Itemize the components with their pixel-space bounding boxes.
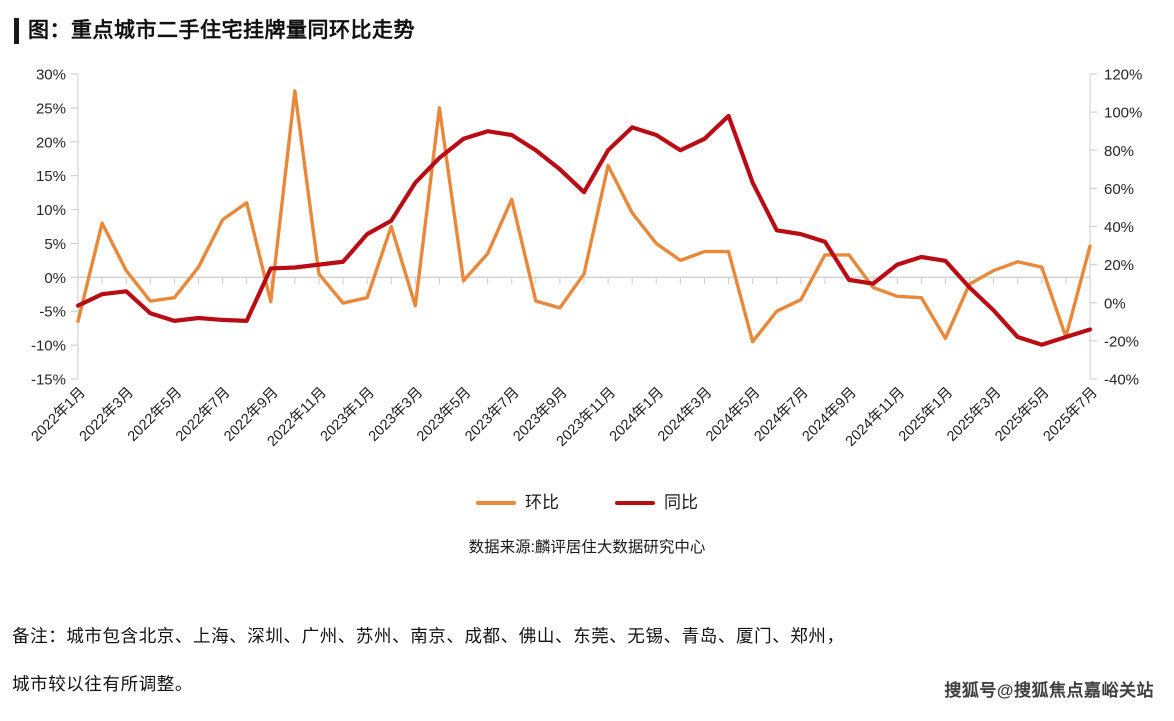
y-axis-right-tick-label: 100% (1104, 105, 1142, 122)
watermark: 搜狐号@搜狐焦点嘉峪关站 (944, 681, 1154, 700)
legend-label-huanbi: 环比 (525, 493, 559, 512)
footnote-line-1: 备注：城市包含北京、上海、深圳、广州、苏州、南京、成都、佛山、东莞、无锡、青岛、… (12, 626, 845, 646)
title-text: 图：重点城市二手住宅挂牌量同环比走势 (28, 19, 415, 42)
y-axis-right-tick-label: 20% (1104, 257, 1134, 274)
legend-item-huanbi: 环比 (476, 494, 559, 512)
footnote-line-2: 城市较以往有所调整。 (12, 674, 193, 694)
y-axis-right-tick-label: 0% (1104, 295, 1126, 312)
y-axis-left-tick-label: -15% (31, 372, 66, 389)
legend-swatch-tongbi (615, 501, 655, 505)
y-axis-right-tick-label: 120% (1104, 67, 1142, 84)
chart-legend: 环比 同比 (0, 494, 1174, 512)
y-axis-left-tick-label: 15% (36, 168, 66, 185)
source-note: 数据来源:麟评居住大数据研究中心 (468, 539, 706, 556)
y-axis-left-tick-label: 0% (44, 270, 66, 287)
y-axis-right-tick-label: 60% (1104, 181, 1134, 198)
y-axis-left-tick-label: 5% (44, 236, 66, 253)
y-axis-right-tick-label: -40% (1104, 372, 1139, 389)
y-axis-right-tick-label: -20% (1104, 333, 1139, 350)
page-title: 图：重点城市二手住宅挂牌量同环比走势 (14, 18, 415, 44)
footnote: 备注：城市包含北京、上海、深圳、广州、苏州、南京、成都、佛山、东莞、无锡、青岛、… (12, 612, 1012, 708)
title-accent-bar (14, 18, 19, 44)
y-axis-right-tick-label: 80% (1104, 143, 1134, 160)
y-axis-left-tick-label: 30% (36, 67, 66, 84)
legend-item-tongbi: 同比 (615, 494, 698, 512)
legend-swatch-huanbi (476, 501, 516, 505)
y-axis-left-tick-label: -5% (39, 304, 66, 321)
series-line-huanbi (76, 89, 1092, 344)
y-axis-right-tick-label: 40% (1104, 219, 1134, 236)
line-chart: 30% 25% 20% 15% 10% 5% 0% -5% -10% -15% 120% 100% 80… (28, 67, 1143, 450)
y-axis-left-tick-label: 10% (36, 202, 66, 219)
y-axis-left-tick-label: 25% (36, 100, 66, 117)
legend-label-tongbi: 同比 (664, 493, 698, 512)
y-axis-left-tick-label: -10% (31, 338, 66, 355)
y-axis-left-tick-label: 20% (36, 134, 66, 151)
chart-area: 30% 25% 20% 15% 10% 5% 0% -5% -10% -15% 120% 100% 80… (0, 58, 1174, 478)
series-line-tongbi (75, 113, 1093, 347)
